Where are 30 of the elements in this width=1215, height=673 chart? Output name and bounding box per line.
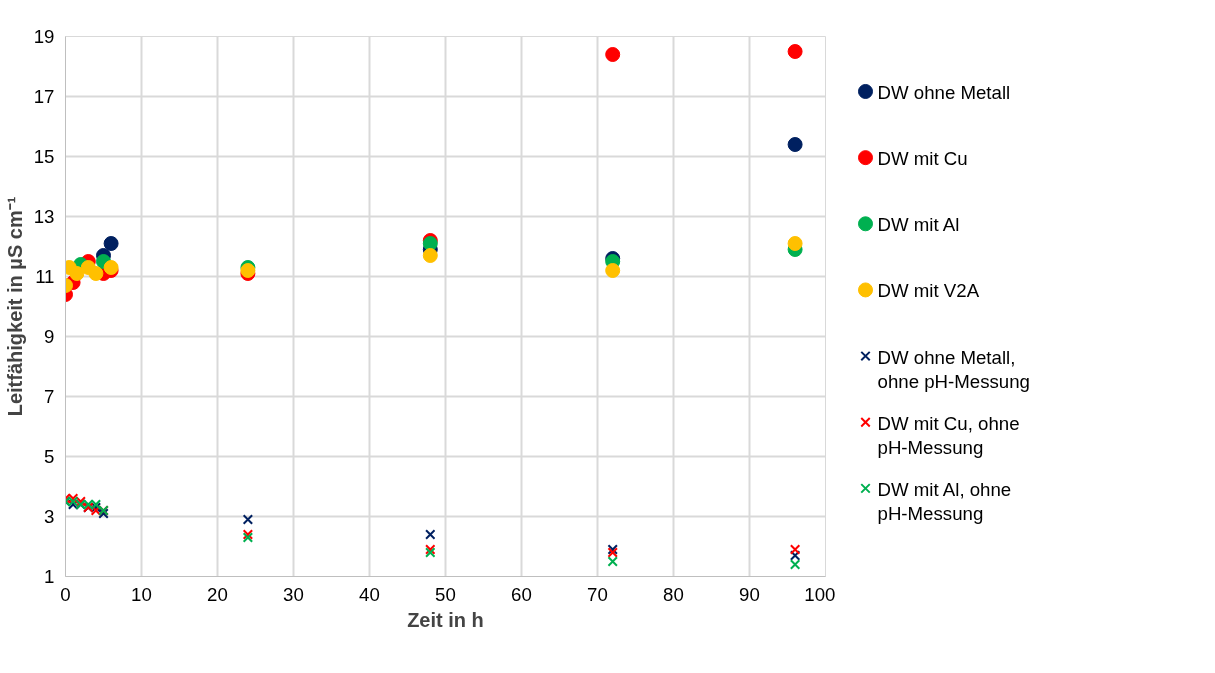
legend-label: DW ohne Metall [877, 82, 1011, 104]
x-tick-label: 90 [739, 583, 760, 605]
y-tick-label: 7 [44, 386, 55, 407]
x-axis-title: Zeit in h [407, 608, 484, 631]
x-tick-label: 10 [131, 583, 152, 605]
legend-label: DW mit Al, ohne pH-Messung [877, 478, 1012, 525]
x-tick-label: 20 [207, 583, 228, 605]
y-axis-title: Leitfähigkeit in µS cm⁻¹ [3, 196, 26, 417]
y-tick-label: 13 [33, 206, 55, 227]
x-tick-label: 100 [804, 583, 836, 605]
legend-label: DW mit Al [877, 214, 960, 236]
x-tick-label: 40 [359, 583, 380, 605]
legend-label: DW mit Cu [877, 148, 968, 170]
x-tick-label: 60 [511, 583, 532, 605]
x-tick-label: 30 [283, 583, 304, 605]
x-tick-label: 50 [435, 583, 456, 605]
legend-label: DW ohne Metall, ohne pH-Messung [877, 346, 1030, 392]
y-tick-label: 17 [33, 86, 55, 107]
y-tick-label: 19 [33, 26, 55, 47]
x-tick-label: 0 [60, 583, 71, 605]
legend-label: DW mit Cu, ohne pH-Messung [877, 412, 1020, 458]
legend-label: DW mit V2A [877, 280, 980, 302]
y-tick-label: 15 [33, 146, 55, 167]
x-tick-label: 70 [587, 583, 608, 605]
y-tick-label: 5 [44, 446, 55, 467]
y-tick-label: 1 [44, 566, 55, 587]
x-tick-label: 80 [663, 583, 684, 605]
y-tick-label: 3 [44, 506, 55, 527]
y-tick-label: 11 [35, 266, 55, 287]
y-tick-label: 9 [44, 326, 55, 347]
